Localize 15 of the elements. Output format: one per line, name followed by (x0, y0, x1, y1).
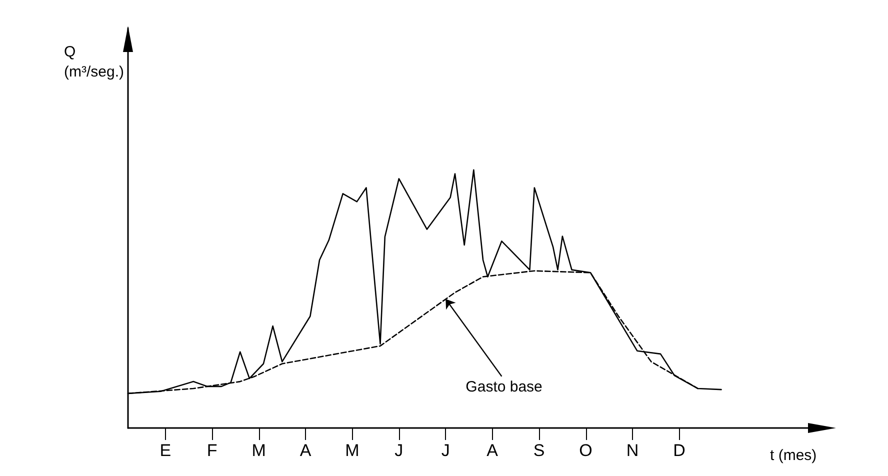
text: Q (m³/seg.) (64, 44, 124, 80)
x-tick-label: A (486, 441, 499, 460)
x-tick-label: F (206, 441, 218, 460)
x-axis-title: t (mes) (770, 447, 817, 464)
x-tick-label: M (345, 441, 360, 460)
x-tick-label: A (300, 441, 312, 460)
x-tick-label: D (673, 441, 686, 460)
x-tick-label: J (394, 441, 404, 460)
x-tick-label: S (533, 441, 545, 460)
annotation: Gasto base (466, 378, 542, 396)
x-tick-label: E (160, 441, 172, 460)
x-tick-label: N (626, 441, 639, 460)
x-tick-label: J (441, 441, 450, 460)
x-tick-label: O (579, 441, 592, 460)
x-tick-label: M (252, 441, 266, 460)
